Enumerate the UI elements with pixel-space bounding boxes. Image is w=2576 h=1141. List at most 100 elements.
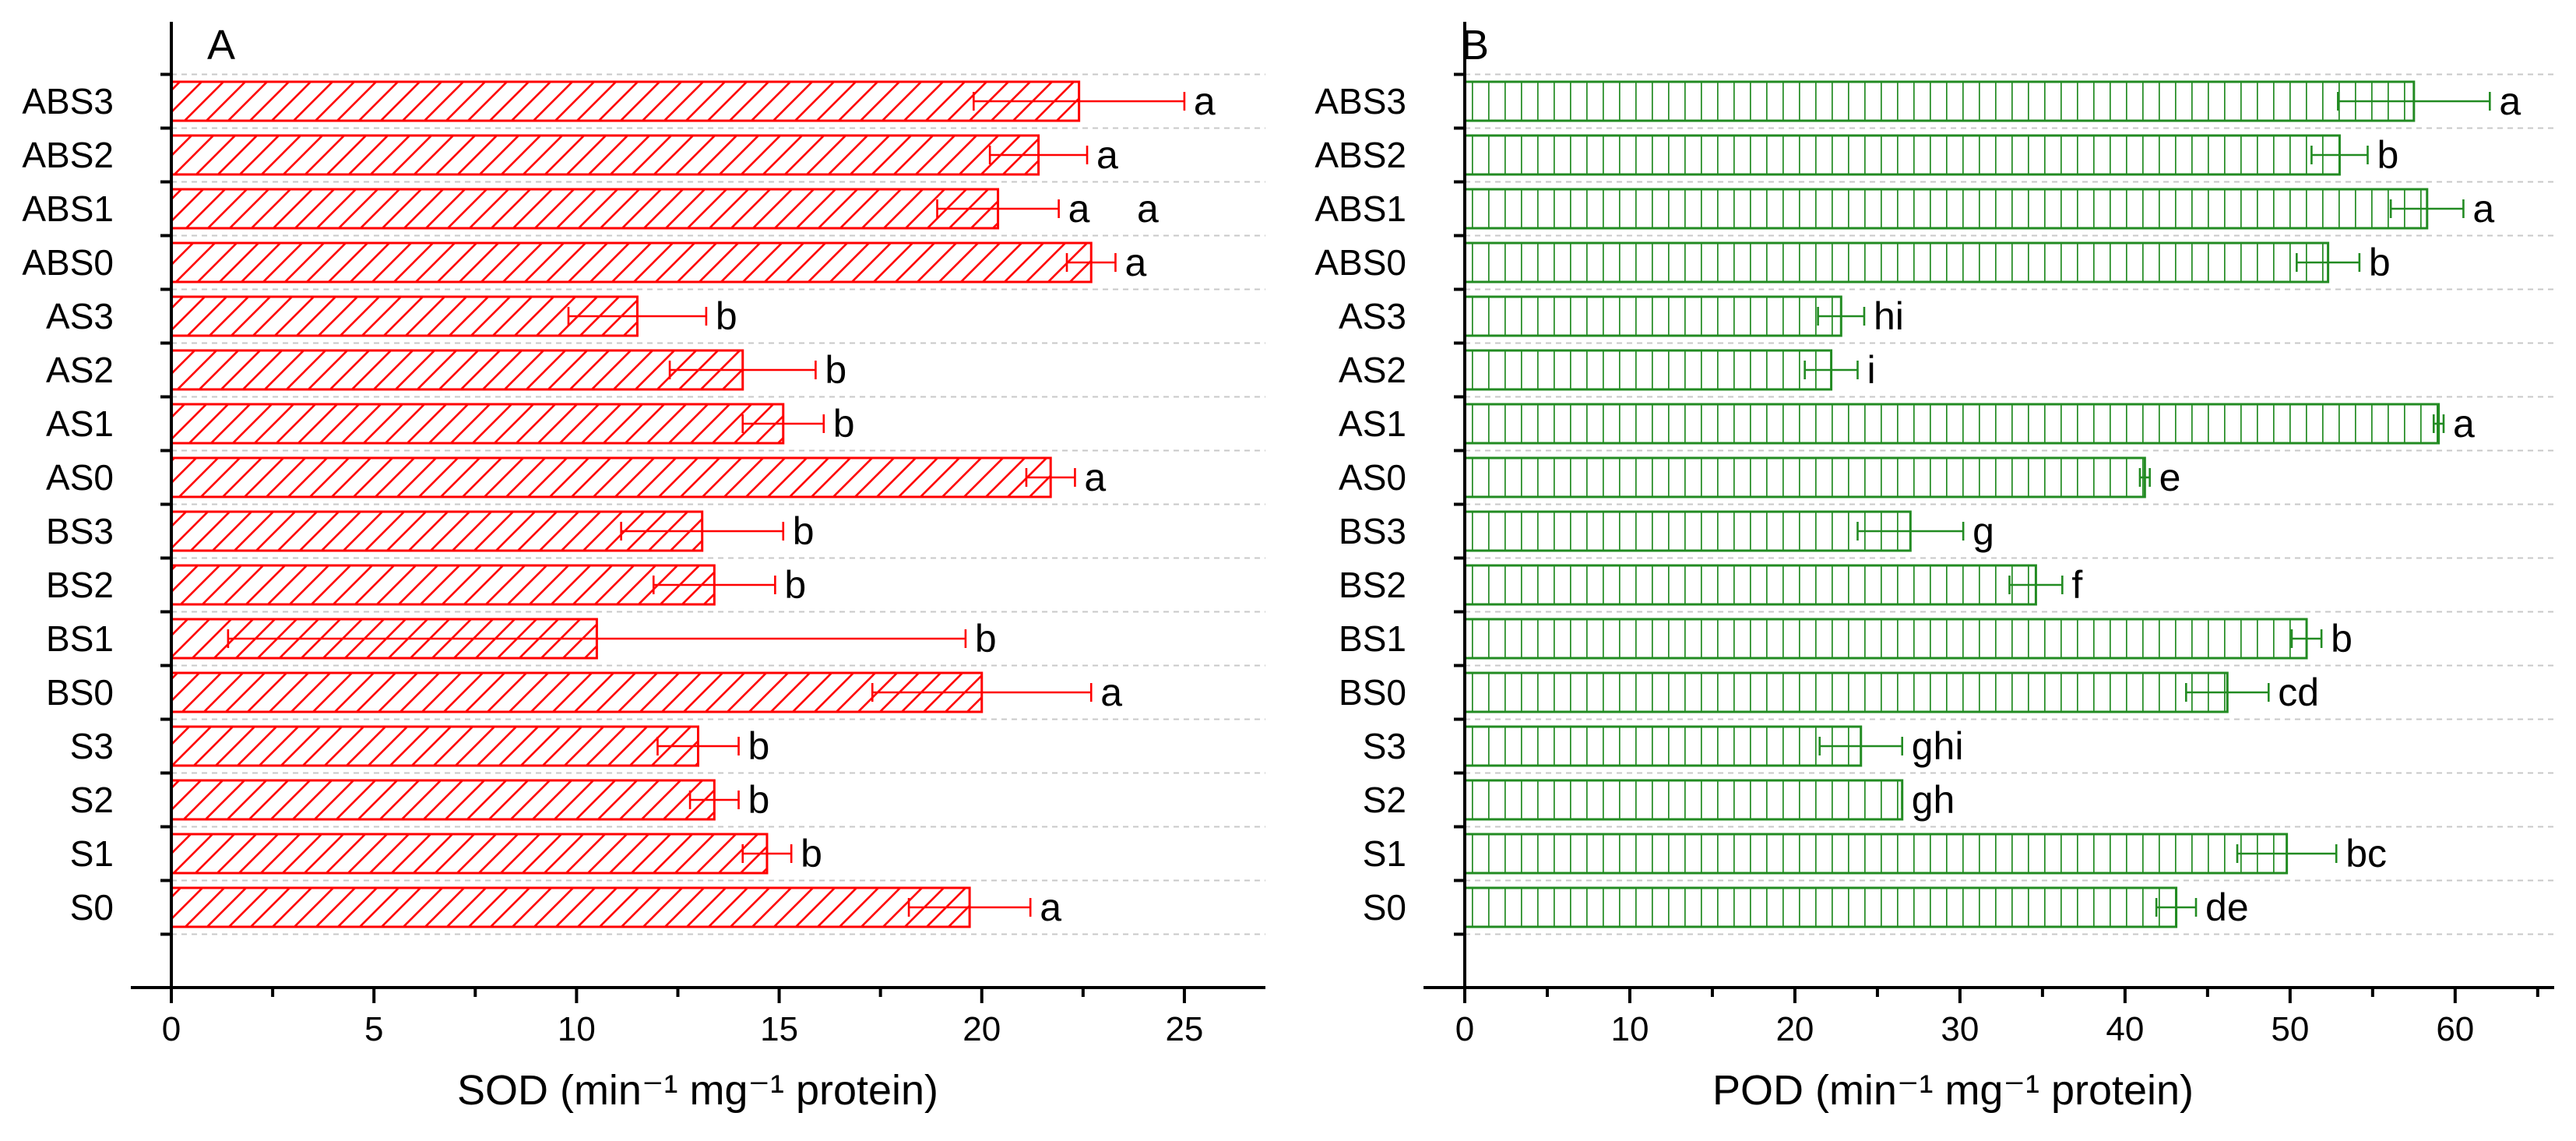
category-label: BS1 [46, 618, 114, 659]
significance-letter: a [1084, 456, 1106, 499]
significance-letter: a [2453, 402, 2475, 445]
significance-letter: b [801, 832, 822, 875]
bar-AS1 [170, 403, 785, 445]
category-label: BS0 [1339, 672, 1406, 713]
category-label: ABS2 [22, 135, 114, 175]
bar-AS0 [1463, 456, 2146, 498]
significance-letter: gh [1912, 778, 1955, 822]
x-tick-label: 40 [2106, 1010, 2144, 1048]
x-tick-label: 15 [760, 1010, 798, 1048]
bar-S0 [170, 886, 971, 928]
category-label: S0 [70, 887, 114, 928]
bar-ABS1 [1463, 188, 2429, 230]
category-label: S1 [70, 833, 114, 874]
bar-S3 [1463, 725, 1863, 767]
significance-letter: cd [2278, 671, 2319, 714]
category-label: AS3 [46, 296, 114, 336]
significance-letter: hi [1874, 294, 1904, 338]
significance-letter: g [1972, 509, 1994, 553]
significance-letter: b [975, 617, 997, 660]
significance-letter: a [1124, 241, 1146, 284]
bar-S2 [170, 779, 716, 821]
panel-b-axes [1423, 22, 2554, 1003]
category-label: BS2 [1339, 565, 1406, 605]
category-label: S0 [1363, 887, 1406, 928]
significance-letter: a [1096, 133, 1118, 177]
panel-b-bars [1463, 80, 2441, 928]
bar-S2 [1463, 779, 1904, 821]
bar-ABS2 [170, 134, 1040, 176]
category-label: AS2 [46, 350, 114, 390]
bar-AS3 [1463, 295, 1842, 337]
category-label: S3 [70, 726, 114, 766]
category-label: BS0 [46, 672, 114, 713]
significance-letter: a [1068, 187, 1090, 231]
bar-BS3 [170, 510, 704, 552]
significance-letter: b [748, 724, 770, 768]
category-label: S2 [1363, 780, 1406, 820]
bar-BS0 [1463, 671, 2229, 713]
category-label: AS3 [1339, 296, 1406, 336]
x-tick-label: 30 [1941, 1010, 1979, 1048]
x-tick-label: 5 [364, 1010, 383, 1048]
bar-ABS0 [170, 241, 1093, 283]
bar-ABS2 [1463, 134, 2341, 176]
x-tick-label: 10 [558, 1010, 596, 1048]
category-label: ABS3 [22, 81, 114, 121]
category-label: ABS2 [1314, 135, 1406, 175]
significance-letter: a [2499, 79, 2521, 123]
bar-AS1 [1463, 403, 2441, 445]
significance-letter: b [833, 402, 855, 445]
significance-letter: b [793, 509, 815, 553]
bar-BS3 [1463, 510, 1912, 552]
bar-BS1 [1463, 618, 2308, 660]
significance-letter: b [784, 563, 806, 607]
bar-S0 [1463, 886, 2178, 928]
significance-letter: bc [2345, 832, 2387, 875]
bar-S3 [170, 725, 700, 767]
significance-letter: a [2472, 187, 2494, 231]
panel-a-gridlines [171, 73, 1265, 935]
significance-letter: a [1194, 79, 1216, 123]
panel-a-text-labels: A SOD (min⁻¹ mg⁻¹ protein) a ABS3 a ABS2 a AB… [22, 22, 1216, 1114]
bar-AS3 [170, 295, 639, 337]
category-label: AS1 [1339, 403, 1406, 444]
significance-letter: b [2331, 617, 2353, 660]
significance-letter: e [2159, 456, 2181, 499]
significance-letter: b [2377, 133, 2398, 177]
significance-letter: b [825, 348, 846, 392]
extra-annotation: a [1137, 187, 1159, 231]
category-label: ABS1 [1314, 188, 1406, 229]
panel-b-label: B [1461, 22, 1489, 69]
category-label: AS2 [1339, 350, 1406, 390]
category-label: ABS0 [22, 242, 114, 283]
category-label: BS2 [46, 565, 114, 605]
panel-a-x-axis-title: SOD (min⁻¹ mg⁻¹ protein) [457, 1067, 938, 1114]
bar-BS0 [170, 671, 984, 713]
panel-b-error-bars [1804, 92, 2491, 917]
significance-letter: i [1867, 348, 1875, 392]
bar-ABS1 [170, 188, 1000, 230]
x-tick-label: 0 [162, 1010, 181, 1048]
significance-letter: b [716, 294, 737, 338]
significance-letter: f [2071, 563, 2082, 607]
significance-letter: de [2205, 886, 2249, 929]
panel-b-pod-chart: B POD (min⁻¹ mg⁻¹ protein) a ABS3 b ABS2 a AB… [1314, 22, 2554, 1114]
panel-b-x-axis-title: POD (min⁻¹ mg⁻¹ protein) [1712, 1067, 2194, 1114]
category-label: BS3 [46, 511, 114, 551]
bar-BS2 [170, 564, 716, 606]
category-label: AS0 [46, 457, 114, 498]
category-label: S2 [70, 780, 114, 820]
panel-a-axes [131, 22, 1265, 1003]
category-label: AS1 [46, 403, 114, 444]
x-tick-label: 0 [1455, 1010, 1474, 1048]
bar-BS2 [1463, 564, 2037, 606]
x-tick-label: 60 [2436, 1010, 2474, 1048]
bar-AS2 [1463, 349, 1833, 391]
panel-a-label: A [207, 22, 235, 69]
bar-S1 [170, 833, 769, 875]
significance-letter: b [2369, 241, 2391, 284]
panel-a-error-bars [227, 92, 1186, 917]
bar-ABS3 [1463, 80, 2416, 122]
x-tick-label: 25 [1165, 1010, 1203, 1048]
